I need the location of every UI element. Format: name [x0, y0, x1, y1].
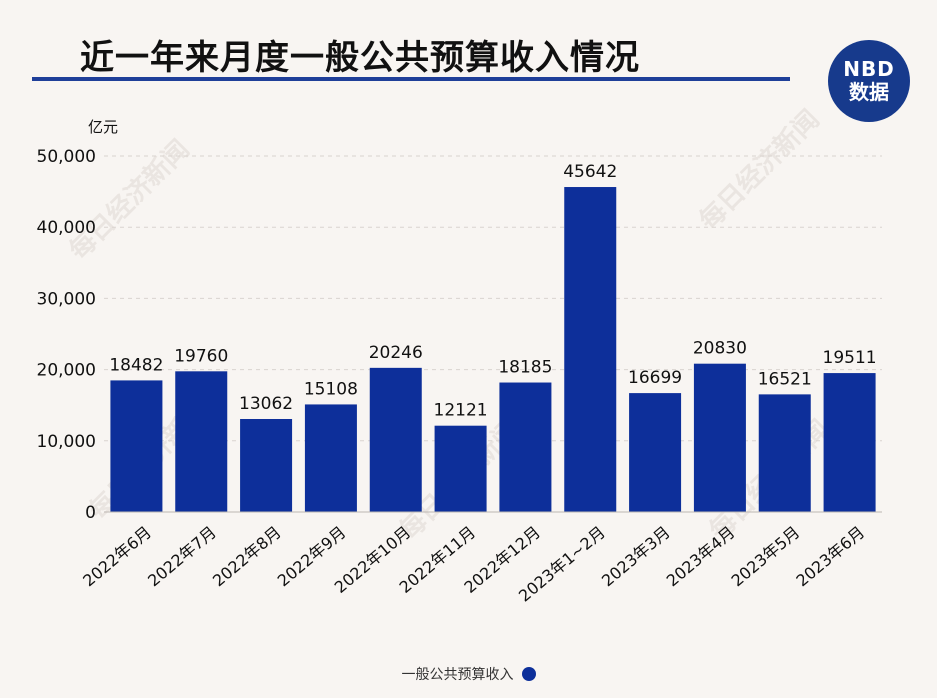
- bar-value-label: 13062: [239, 394, 293, 414]
- bar: [693, 363, 746, 512]
- y-axis-ticks: 0 10,000 20,000 30,000 40,000 50,000: [37, 147, 96, 523]
- nbd-logo: NBD 数据: [828, 40, 910, 122]
- y-axis-unit-label: 亿元: [88, 118, 118, 136]
- x-tick-label: 2022年6月: [79, 523, 155, 591]
- y-tick-label: 10,000: [37, 432, 96, 452]
- bar-value-label: 12121: [434, 401, 488, 421]
- bar: [758, 394, 811, 512]
- y-tick-label: 50,000: [37, 147, 96, 167]
- bar: [175, 371, 228, 512]
- title-underline: [32, 77, 790, 81]
- bar: [564, 187, 617, 512]
- legend-swatch: [521, 667, 536, 681]
- x-tick-label: 2022年8月: [209, 523, 285, 591]
- chart-title: 近一年来月度一般公共预算收入情况: [80, 38, 640, 78]
- bar-value-label: 18185: [498, 358, 552, 378]
- bar: [434, 425, 487, 512]
- legend: 一般公共预算收入: [0, 664, 937, 684]
- bars: [110, 187, 876, 512]
- y-tick-label: 0: [85, 503, 96, 523]
- bar: [369, 367, 422, 512]
- logo-text-nbd: NBD: [843, 57, 895, 81]
- y-tick-label: 20,000: [37, 361, 96, 381]
- legend-label: 一般公共预算收入: [401, 667, 514, 683]
- x-axis-ticks: 2022年6月2022年7月2022年8月2022年9月2022年10月2022…: [79, 523, 868, 606]
- bar: [499, 382, 552, 512]
- x-tick-label: 2022年7月: [144, 523, 220, 591]
- x-tick-label: 2023年4月: [663, 523, 739, 591]
- bar-value-label: 16699: [628, 368, 682, 388]
- bar-value-label: 16521: [758, 369, 812, 389]
- bar-value-label: 15108: [304, 379, 358, 399]
- grid-lines: [104, 155, 882, 442]
- bar: [629, 393, 682, 512]
- bar-value-labels: 18482 19760 13062 15108 20246 12121 18185 45642…: [109, 162, 876, 421]
- bar-value-label: 20830: [693, 339, 747, 359]
- x-tick-label: 2023年3月: [598, 523, 674, 591]
- bar: [240, 418, 293, 512]
- bar-value-label: 45642: [563, 162, 617, 182]
- bar: [304, 404, 357, 512]
- bar-value-label: 19511: [823, 348, 877, 368]
- x-tick-label: 2023年5月: [728, 523, 804, 591]
- bar-value-label: 18482: [109, 355, 163, 375]
- y-tick-label: 40,000: [37, 218, 96, 238]
- logo-text-data: 数据: [849, 80, 889, 104]
- y-tick-label: 30,000: [37, 289, 96, 309]
- bar: [823, 373, 876, 512]
- bar-value-label: 20246: [369, 343, 423, 363]
- x-tick-label: 2023年6月: [792, 523, 868, 591]
- bar-value-label: 19760: [174, 346, 228, 366]
- bar: [110, 380, 163, 512]
